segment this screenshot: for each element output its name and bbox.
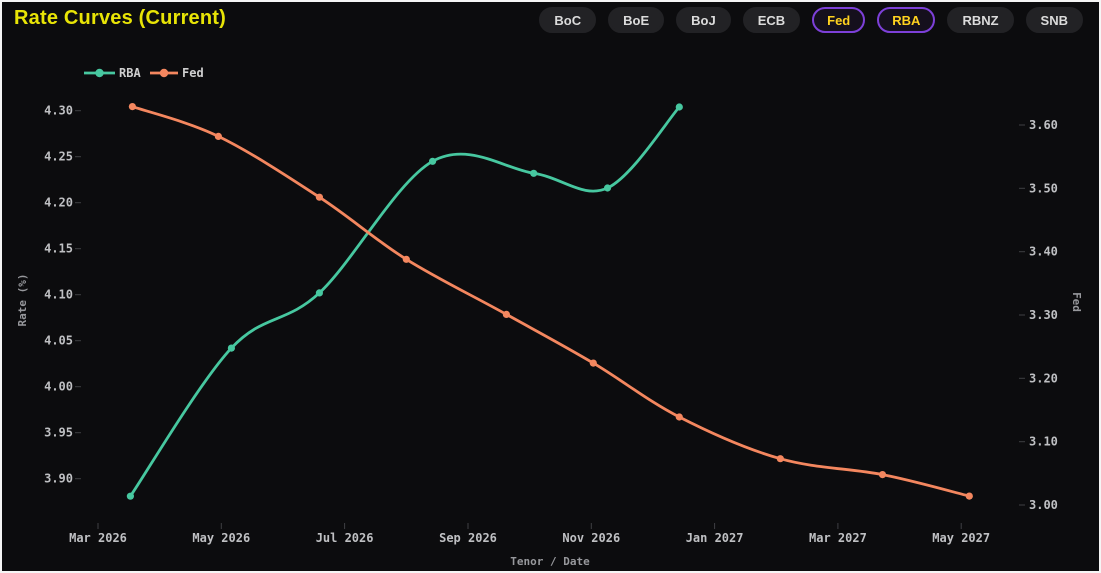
right-axis-tick-label: 3.40 (1029, 245, 1058, 259)
right-axis-tick-label: 3.10 (1029, 435, 1058, 449)
legend-rba-label: RBA (119, 66, 141, 80)
x-axis-title: Tenor / Date (510, 555, 590, 568)
central-bank-toggle-group: BoC BoE BoJ ECB Fed RBA RBNZ SNB (539, 7, 1083, 33)
legend-rba-marker (95, 68, 104, 78)
x-axis-tick-label: Jan 2027 (686, 531, 744, 545)
rba-data-point[interactable] (126, 492, 134, 500)
right-axis-title: Fed (1070, 292, 1083, 312)
legend-fed-label: Fed (182, 66, 204, 80)
left-axis-tick-label: 4.20 (44, 196, 73, 210)
x-axis-tick-label: May 2026 (192, 531, 250, 545)
toggle-boc-button[interactable]: BoC (539, 7, 597, 33)
left-axis-tick-label: 4.25 (44, 150, 73, 164)
fed-data-point[interactable] (965, 492, 973, 500)
rba-data-point[interactable] (227, 344, 235, 352)
toggle-snb-button[interactable]: SNB (1025, 7, 1083, 33)
fed-data-point[interactable] (128, 103, 136, 111)
legend-fed-marker (159, 68, 169, 78)
left-axis-tick-label: 3.95 (44, 426, 73, 440)
page-title: Rate Curves (Current) (14, 7, 227, 29)
right-axis-tick-label: 3.00 (1029, 498, 1058, 512)
toggle-rba-button[interactable]: RBA (877, 7, 936, 33)
x-axis-tick-label: Nov 2026 (562, 531, 620, 545)
rba-data-point[interactable] (429, 157, 437, 165)
legend-item-rba[interactable]: RBA (84, 66, 141, 80)
x-axis-tick-label: Mar 2027 (809, 531, 867, 545)
fed-data-point[interactable] (589, 359, 597, 367)
rba-data-point[interactable] (675, 103, 683, 111)
fed-data-point[interactable] (502, 310, 510, 318)
legend-item-fed[interactable]: Fed (150, 66, 204, 80)
left-axis-tick-label: 4.00 (44, 380, 73, 394)
right-axis-tick-label: 3.50 (1029, 181, 1058, 195)
toggle-boe-button[interactable]: BoE (608, 7, 665, 33)
fed-data-point[interactable] (776, 455, 784, 463)
left-axis-tick-label: 3.90 (44, 472, 73, 486)
right-axis-tick-label: 3.30 (1029, 308, 1058, 322)
toggle-ecb-button[interactable]: ECB (742, 7, 801, 33)
fed-data-point[interactable] (402, 255, 410, 263)
left-axis-tick-label: 4.05 (44, 334, 73, 348)
rba-data-point[interactable] (315, 289, 323, 297)
toggle-rbnz-button[interactable]: RBNZ (947, 7, 1014, 33)
x-axis-tick-label: Jul 2026 (316, 531, 374, 545)
rba-data-point[interactable] (530, 169, 538, 177)
left-axis-tick-label: 4.30 (44, 104, 73, 118)
x-axis-tick-label: Sep 2026 (439, 531, 497, 545)
x-axis-tick-label: May 2027 (932, 531, 990, 545)
toggle-fed-button[interactable]: Fed (812, 7, 866, 33)
right-axis-tick-label: 3.60 (1029, 118, 1058, 132)
fed-series-line[interactable] (131, 105, 971, 498)
fed-data-point[interactable] (214, 132, 222, 140)
right-axis-tick-label: 3.20 (1029, 371, 1058, 385)
left-axis-tick-label: 4.15 (44, 242, 73, 256)
left-axis-title: Rate (%) (16, 274, 29, 327)
left-axis-tick-label: 4.10 (44, 288, 73, 302)
fed-data-point[interactable] (878, 471, 887, 479)
toggle-boj-button[interactable]: BoJ (676, 7, 731, 33)
x-axis-tick-label: Mar 2026 (69, 531, 127, 545)
rba-data-point[interactable] (603, 184, 612, 192)
rba-series-line[interactable] (129, 105, 681, 498)
fed-data-point[interactable] (675, 413, 683, 421)
fed-data-point[interactable] (315, 193, 323, 201)
